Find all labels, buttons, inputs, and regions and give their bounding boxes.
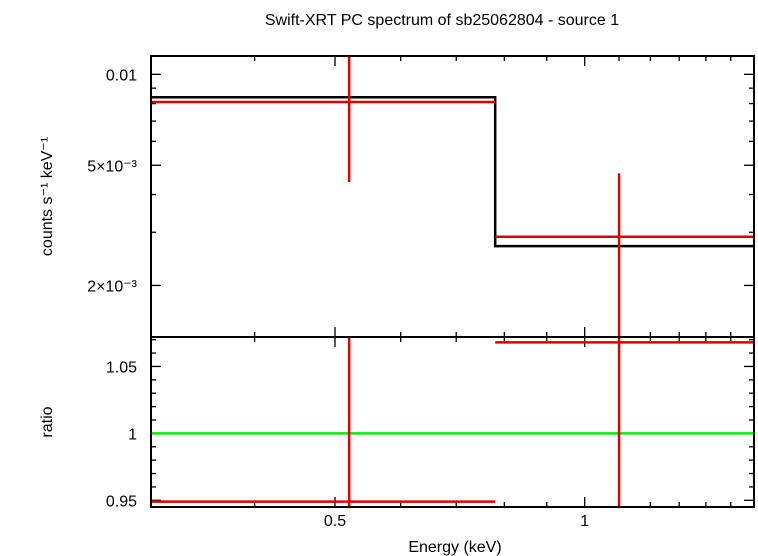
ratio-y-tick-label: 1 xyxy=(128,426,137,443)
spectrum-y-tick-label: 2×10⁻³ xyxy=(87,278,137,295)
spectrum-y-tick-labels: 0.01 5×10⁻³ 2×10⁻³ xyxy=(87,67,137,295)
spectrum-panel: 0.01 5×10⁻³ 2×10⁻³ counts s⁻¹ keV⁻¹ xyxy=(39,55,755,338)
ratio-y-tick-labels: 1.05 1 0.95 xyxy=(106,359,137,510)
x-tick-label: 1 xyxy=(580,513,589,530)
spectrum-data-point xyxy=(151,56,496,183)
spectrum-y-tick-label: 5×10⁻³ xyxy=(87,158,137,175)
spectrum-y-axis-label: counts s⁻¹ keV⁻¹ xyxy=(39,137,56,256)
ratio-plot-area xyxy=(151,337,754,507)
ratio-data-point xyxy=(151,337,496,507)
ratio-y-tick-label: 1.05 xyxy=(106,359,137,376)
energy-x-axis-label: Energy (keV) xyxy=(408,539,501,556)
x-tick-label: 0.5 xyxy=(324,513,346,530)
chart-title: Swift-XRT PC spectrum of sb25062804 - so… xyxy=(265,12,619,29)
ratio-data-point xyxy=(495,337,754,507)
spectrum-y-tick-label: 0.01 xyxy=(106,67,137,84)
model-step-line xyxy=(151,95,754,248)
ratio-panel-frame xyxy=(150,336,755,508)
ratio-y-tick-label: 0.95 xyxy=(106,493,137,510)
ratio-panel-ticks xyxy=(150,337,754,507)
energy-x-tick-labels: 0.5 1 xyxy=(324,513,589,530)
spectrum-plot-area xyxy=(151,56,754,337)
spectrum-data-point xyxy=(495,173,754,337)
ratio-panel: 1.05 1 0.95 ratio xyxy=(39,336,755,510)
ratio-y-axis-label: ratio xyxy=(39,406,56,437)
